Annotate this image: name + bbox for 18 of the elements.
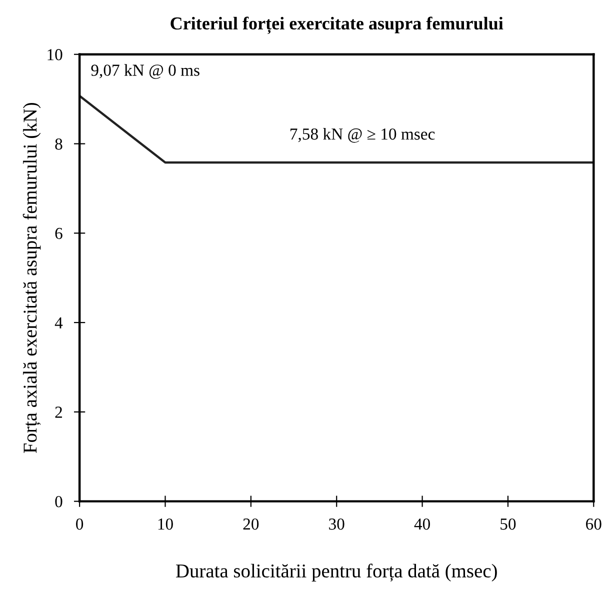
x-axis-title: Durata solicitării pentru forța dată (msec)	[176, 564, 497, 582]
chart-title: Criteriul forței exercitate asupra femurului	[170, 16, 504, 34]
y-tick-label: 2	[55, 406, 62, 418]
x-tick-label: 60	[586, 518, 602, 530]
y-tick-label: 0	[55, 496, 62, 508]
y-tick-label: 6	[55, 228, 62, 240]
x-tick-label: 0	[76, 518, 84, 530]
annotation: 7,58 kN @ ≥ 10 msec	[290, 128, 435, 143]
x-tick-label: 40	[414, 518, 430, 530]
x-tick-label: 30	[329, 518, 344, 530]
x-tick-label: 50	[500, 518, 516, 530]
x-tick-label: 10	[158, 518, 173, 530]
y-tick-label: 4	[54, 317, 63, 328]
x-tick-label: 20	[243, 518, 259, 530]
y-tick-label: 10	[48, 49, 62, 60]
y-tick-label: 8	[55, 138, 62, 150]
annotation: 9,07 kN @ 0 ms	[91, 64, 200, 79]
y-axis-title: Forța axială exercitată asupra femurului (kN)	[22, 102, 41, 454]
